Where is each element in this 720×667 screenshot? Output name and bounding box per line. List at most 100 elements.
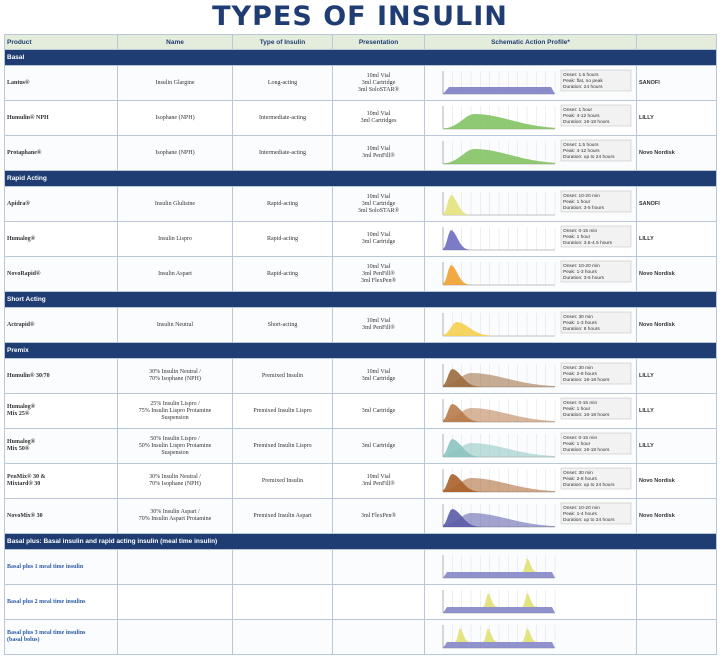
product-text: Basal plus 1 meal time insulin: [7, 563, 84, 570]
cell-presentation: 10ml Vial 3ml Cartridge: [332, 358, 425, 394]
name-text: Insulin Glulisine: [154, 200, 196, 207]
name-text: 30% Insulin Neutral /: [149, 369, 201, 375]
cell-product: Humalog® Mix 50®: [4, 428, 118, 464]
cell-company: LILLY: [636, 100, 717, 136]
presentation-text: 10ml Vial: [366, 146, 391, 152]
profile-legend-text: Peak: 4-12 hours: [563, 148, 600, 154]
cell-profile: Onset: 1.5 hours Peak: flat, no peak Durat…: [424, 65, 637, 101]
cell-presentation: 10ml Vial 3ml Cartridge 3ml SoloSTAR®: [332, 186, 425, 222]
cell-company: Novo Nordisk: [636, 307, 717, 343]
company-text: SANOFI: [639, 79, 660, 86]
type-text: Rapid-acting: [267, 235, 298, 242]
cell-type: Premixed Insulin Aspart: [232, 498, 333, 534]
profile-area: [443, 513, 555, 527]
cell-product: Apidra®: [4, 186, 118, 222]
section-row: Basal: [4, 49, 717, 66]
profile-area: [443, 478, 555, 492]
cell-presentation: [332, 584, 425, 620]
cell-name: Insulin Neutral: [117, 307, 233, 343]
cell-type: [232, 584, 333, 620]
cell-company: LILLY: [636, 428, 717, 464]
column-header: Schematic Action Profile*: [424, 34, 637, 50]
cell-product: Lantus®: [4, 65, 118, 101]
company-text: LILLY: [639, 407, 654, 414]
profile-legend-box: [560, 311, 632, 334]
name-text: 70% Isophane (NPH): [149, 481, 201, 487]
cell-company: Novo Nordisk: [636, 498, 717, 534]
cell-profile: Onset: 0-15 min Peak: 1 hour Duration: 16-…: [424, 428, 637, 464]
product-text: NovoRapid®: [7, 270, 41, 277]
data-row: Humulin® 30/70 30% Insulin Neutral /70% I…: [4, 358, 717, 394]
presentation-text: 3ml Cartridge: [361, 200, 396, 207]
presentation-text: 3ml Cartridge: [361, 376, 396, 382]
cell-name: 30% Insulin Neutral /70% Isophane (NPH): [117, 463, 233, 499]
action-profile: [442, 625, 556, 649]
profile-area: [443, 474, 555, 492]
product-text: Basal plus 3 meal time insulins: [7, 630, 86, 636]
profile-legend-box: [560, 190, 632, 213]
profile-legend-text: Onset: 10-20 min: [563, 505, 600, 511]
profile-legend-text: Duration: up to 24 hours: [563, 154, 615, 160]
profile-legend-text: Peak: flat, no peak: [563, 78, 603, 84]
section-row: Short Acting: [4, 291, 717, 308]
cell-name: Insulin Glulisine: [117, 186, 233, 222]
name-text: Isophane (NPH): [155, 149, 195, 156]
name-text: Insulin Aspart: [158, 270, 192, 277]
presentation-text: 3ml SoloSTAR®: [357, 207, 400, 214]
product-text: Lantus®: [7, 79, 30, 86]
cell-product: Humulin® NPH: [4, 100, 118, 136]
profile-area: [443, 404, 555, 422]
cell-name: Isophane (NPH): [117, 135, 233, 171]
header-row: Product Name Type of Insulin Presentation Sc…: [4, 34, 717, 50]
product-text: NovoMix® 30: [7, 512, 43, 519]
type-text: Rapid-acting: [267, 270, 298, 277]
product-text: Humulin® 30/70: [7, 372, 50, 379]
profile-legend-box: [560, 104, 632, 127]
profile-legend-box: [560, 432, 632, 455]
presentation-text: 3ml PenFill®: [362, 325, 395, 331]
company-text: Novo Nordisk: [639, 321, 675, 328]
cell-company: [636, 584, 717, 620]
cell-type: Rapid-acting: [232, 186, 333, 222]
cell-product: Protaphane®: [4, 135, 118, 171]
cell-type: Premixed Insulin Lispro: [232, 428, 333, 464]
cell-type: Short-acting: [232, 307, 333, 343]
cell-company: LILLY: [636, 393, 717, 429]
profile-area: [443, 509, 555, 527]
product-text: Protaphane®: [7, 149, 42, 156]
cell-product: Humulin® 30/70: [4, 358, 118, 394]
profile-area: [443, 642, 555, 648]
cell-type: Premixed Insulin: [232, 463, 333, 499]
data-row: Humulin® NPH Isophane (NPH) Intermediate-a…: [4, 100, 717, 136]
cell-profile: Onset: 30 min Peak: 2-8 hours Duration: 16…: [424, 358, 637, 394]
profile-legend-text: Onset: 30 min: [563, 314, 593, 320]
profile-legend-text: Onset: 1.5 hours: [563, 72, 599, 78]
company-text: LILLY: [639, 114, 654, 121]
cell-type: Premixed Insulin Lispro: [232, 393, 333, 429]
cell-company: [636, 549, 717, 585]
profile-legend-text: Onset: 10-20 min: [563, 263, 600, 269]
cell-profile: Onset: 1.5 hours Peak: 4-12 hours Duration…: [424, 135, 637, 171]
profile-legend-text: Duration: 3.5-4.5 hours: [563, 240, 613, 246]
cell-profile: Onset: 10-20 min Peak: 1 hour Duration: 3-…: [424, 186, 637, 222]
cell-profile: Onset: 0-15 min Peak: 1 hour Duration: 16-…: [424, 393, 637, 429]
profile-legend-text: Duration: up to 24 hours: [563, 482, 615, 488]
data-row: Basal plus 2 meal time insulins: [4, 584, 717, 620]
type-text: Intermediate-acting: [259, 149, 306, 156]
profile-legend-text: Duration: 3-5 hours: [563, 205, 605, 211]
cell-name: 25% Insulin Lispro /75% Insulin Lispro P…: [117, 393, 233, 429]
cell-profile: [424, 549, 637, 585]
company-text: Novo Nordisk: [639, 270, 675, 277]
profile-area: [443, 230, 555, 250]
type-text: Intermediate-acting: [259, 114, 306, 121]
profile-area: [443, 373, 555, 387]
product-text: Mixtard® 30: [7, 481, 41, 487]
type-text: Premixed Insulin: [261, 372, 304, 379]
cell-profile: Onset: 10-20 min Peak: 1-3 hours Duration:…: [424, 256, 637, 292]
cell-product: Basal plus 3 meal time insulins (basal bo…: [4, 619, 118, 655]
cell-presentation: 10ml Vial 3ml Cartridge: [332, 221, 425, 257]
